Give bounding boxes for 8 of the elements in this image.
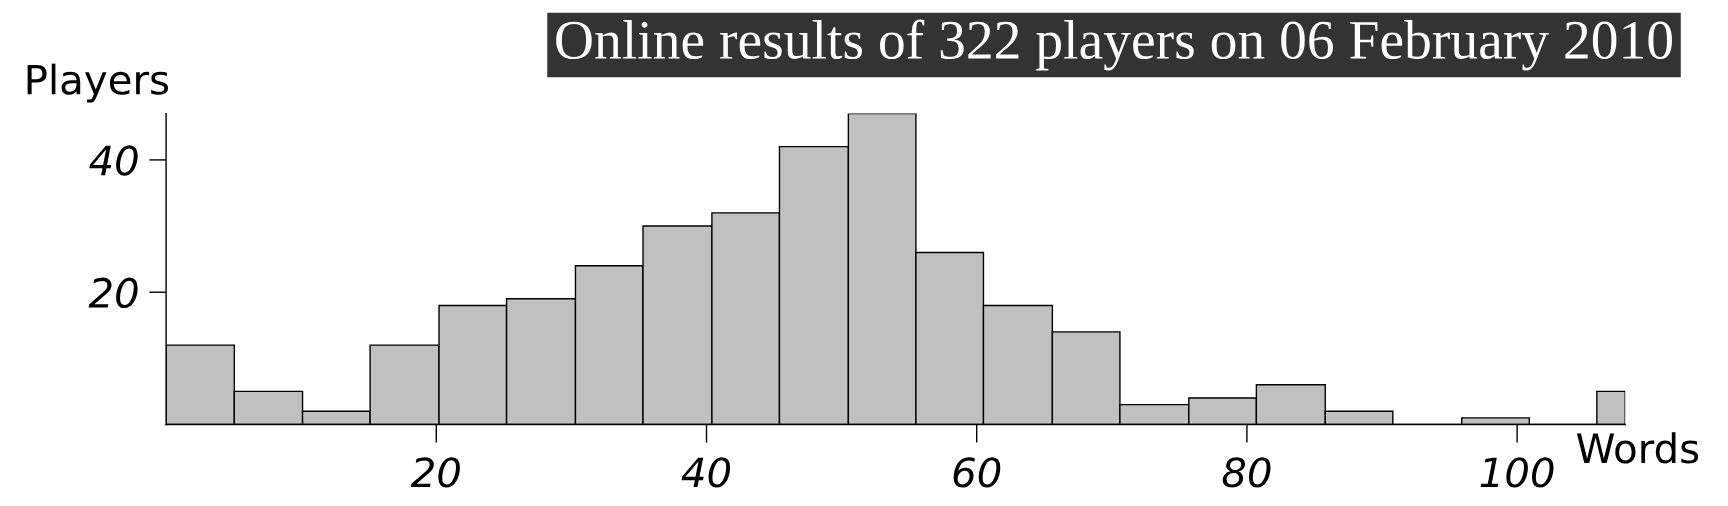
y-axis-title: Players: [27, 63, 169, 103]
x-tick-label: 60: [953, 457, 1001, 488]
x-tick-label: 100: [1480, 457, 1554, 488]
x-tick-label: 80: [1222, 457, 1271, 488]
x-axis-title: Words: [1576, 432, 1699, 464]
x-tick-label: 40: [681, 457, 731, 488]
x-tick-label: 20: [410, 457, 460, 488]
chart-title: Online results of 322 players on 06 February 2010: [556, 19, 1672, 71]
